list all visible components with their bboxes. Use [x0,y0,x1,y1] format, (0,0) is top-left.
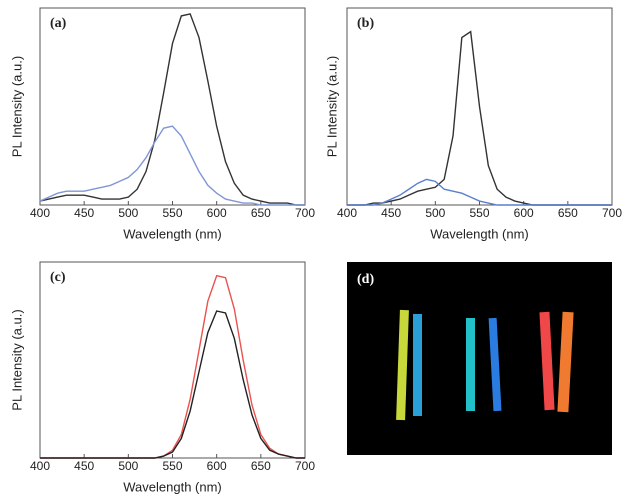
rod [557,311,574,413]
x-tick-label: 450 [381,206,401,220]
rod [396,309,409,421]
x-axis-label: Wavelength (nm) [430,226,529,241]
series-line [347,30,612,206]
series-line [39,13,305,206]
x-tick-label: 500 [118,206,138,220]
y-axis-label: PL Intensity (a.u.) [9,309,24,410]
x-tick-label: 650 [251,459,271,473]
x-tick-label: 600 [514,206,534,220]
photo-background [347,262,612,455]
plot-frame [39,7,306,206]
plot-frame [39,261,306,459]
series-line [39,125,305,206]
series-line [40,310,305,459]
x-tick-label: 550 [469,206,489,220]
x-axis-label: Wavelength (nm) [123,479,222,494]
x-tick-label: 600 [207,206,227,220]
x-tick-label: 700 [295,459,315,473]
x-axis-label: Wavelength (nm) [123,226,222,241]
x-tick-label: 500 [118,459,138,473]
rod [466,318,475,411]
series-line [347,178,612,206]
x-tick-label: 450 [74,206,94,220]
x-tick-label: 600 [207,459,227,473]
rod [539,311,555,411]
x-tick-label: 700 [295,206,315,220]
x-tick-label: 450 [74,459,94,473]
panel-label: (c) [50,270,66,285]
panel-label: (b) [357,16,374,31]
x-tick-label: 550 [162,206,182,220]
x-tick-label: 700 [602,206,622,220]
x-tick-label: 650 [251,206,271,220]
y-axis-label: PL Intensity (a.u.) [324,56,339,157]
x-tick-label: 400 [30,459,50,473]
y-axis-label: PL Intensity (a.u.) [9,56,24,157]
x-tick-label: 400 [337,206,357,220]
x-tick-label: 500 [425,206,445,220]
photo-panel: (d) [347,262,612,455]
panel-label: (d) [357,272,374,287]
rod [488,317,502,412]
x-tick-label: 650 [558,206,578,220]
rod [413,314,422,416]
panel-label: (a) [50,16,67,31]
x-tick-label: 550 [162,459,182,473]
x-tick-label: 400 [30,206,50,220]
series-line [40,274,305,459]
